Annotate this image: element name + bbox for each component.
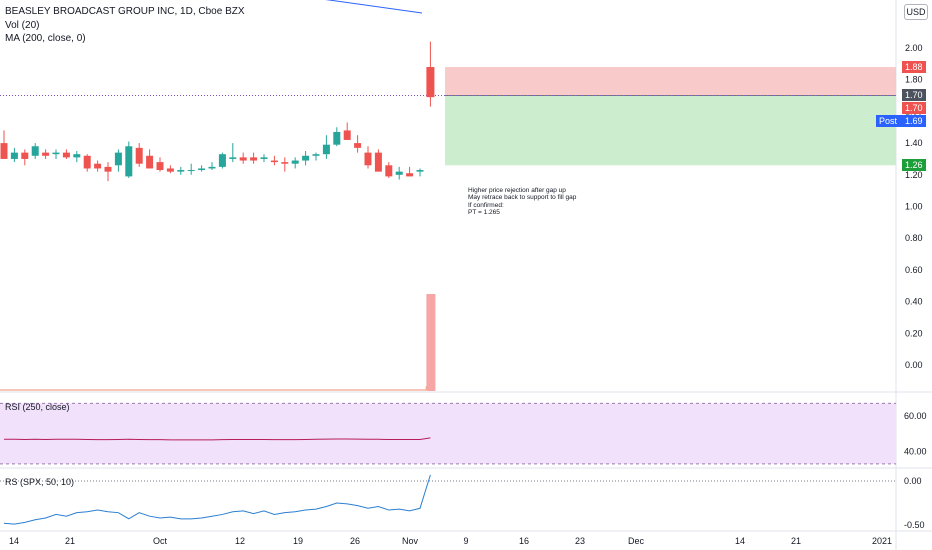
trade-note-annotation[interactable]: Higher price rejection after gap up May …: [468, 187, 577, 217]
time-axis-tick: 19: [293, 536, 303, 546]
price-axis-tick: 1.80: [905, 75, 923, 85]
volume-indicator-label[interactable]: Vol (20): [5, 20, 40, 31]
ma-line: [325, 0, 423, 14]
candle-body: [125, 146, 133, 177]
candle-body: [83, 155, 91, 169]
rsi-axis-tick: 40.00: [904, 446, 927, 456]
candle-body: [260, 157, 268, 159]
candle-body: [281, 162, 289, 164]
candle-body: [416, 170, 424, 172]
candle-body: [21, 152, 29, 159]
rs-axis-tick: -0.50: [904, 520, 925, 530]
post-market-price-tag: 1.69: [902, 115, 926, 127]
time-axis-tick: 2021: [872, 536, 892, 546]
candle-body: [354, 143, 362, 148]
candle-body: [62, 152, 70, 158]
price-axis-tick: 0.80: [905, 233, 923, 243]
price-axis-tick: 0.60: [905, 265, 923, 275]
stop-loss-zone: [445, 67, 896, 96]
rsi-indicator-label[interactable]: RSI (250, close): [5, 402, 70, 412]
candle-body: [250, 157, 258, 161]
time-axis-tick: 14: [9, 536, 19, 546]
price-axis-tick: 0.20: [905, 328, 923, 338]
candle-body: [239, 157, 247, 161]
price-tag-target: 1.26: [902, 159, 926, 171]
candle-body: [270, 160, 278, 163]
candle-body: [426, 67, 435, 98]
candle-body: [146, 155, 154, 169]
price-axis-tick: 1.40: [905, 138, 923, 148]
candle-body: [385, 165, 393, 177]
candle-body: [187, 170, 195, 172]
candle-body: [166, 168, 174, 172]
candle-body: [218, 154, 226, 167]
candle-body: [135, 147, 143, 164]
symbol-title[interactable]: BEASLEY BROADCAST GROUP INC, 1D, Cboe BZ…: [5, 6, 245, 17]
currency-button[interactable]: USD: [904, 4, 928, 20]
price-tag-stop: 1.88: [902, 61, 926, 73]
candle-body: [312, 154, 320, 156]
rs-indicator-label[interactable]: RS (SPX, 50, 10): [5, 477, 75, 487]
candle-body: [52, 152, 60, 155]
rsi-line: [4, 437, 431, 441]
candle-body: [104, 166, 112, 172]
candle-body: [198, 168, 206, 171]
volume-bar: [426, 294, 436, 391]
time-axis-tick: 12: [235, 536, 245, 546]
candle-body: [291, 160, 299, 164]
profit-target-zone: [445, 95, 896, 166]
time-axis-tick: 26: [350, 536, 360, 546]
price-axis-tick: 2.00: [905, 43, 923, 53]
time-axis-tick: 14: [735, 536, 745, 546]
price-axis-tick: 0.00: [905, 360, 923, 370]
time-axis-tick: 21: [65, 536, 75, 546]
time-axis-tick: 16: [519, 536, 529, 546]
candle-body: [94, 163, 102, 169]
candle-body: [322, 144, 330, 155]
time-axis-tick: Oct: [153, 536, 168, 546]
rs-line: [3, 474, 431, 525]
time-axis-tick: Nov: [402, 536, 419, 546]
rsi-band: [0, 403, 896, 464]
candle-body: [114, 152, 122, 166]
rs-axis-tick: 0.00: [904, 476, 922, 486]
price-tag-close: 1.70: [902, 102, 926, 114]
time-axis-tick: 9: [463, 536, 468, 546]
candle-body: [229, 157, 237, 159]
ma-indicator-label[interactable]: MA (200, close, 0): [5, 33, 86, 44]
candle-body: [364, 152, 372, 166]
candle-body: [343, 130, 351, 140]
time-axis-tick: 21: [791, 536, 801, 546]
candle-body: [156, 162, 164, 171]
candle-body: [374, 152, 382, 172]
rsi-axis-tick: 60.00: [904, 411, 927, 421]
candle-body: [31, 146, 39, 156]
candle-body: [302, 155, 310, 161]
time-axis-tick: Dec: [628, 536, 645, 546]
candle-body: [0, 143, 8, 159]
candle-body: [208, 166, 216, 169]
price-tag-current: 1.70: [902, 89, 926, 101]
price-axis-tick: 0.40: [905, 297, 923, 307]
candle-body: [10, 152, 18, 159]
price-axis-tick: 1.00: [905, 202, 923, 212]
time-axis-tick: 23: [575, 536, 585, 546]
candle-body: [333, 132, 341, 145]
post-market-label: Post: [876, 115, 902, 127]
candle-body: [406, 173, 414, 177]
candle-body: [395, 171, 403, 175]
candle-body: [73, 154, 81, 158]
candle-body: [42, 152, 50, 156]
candle-body: [177, 170, 185, 172]
price-axis-tick: 1.20: [905, 170, 923, 180]
